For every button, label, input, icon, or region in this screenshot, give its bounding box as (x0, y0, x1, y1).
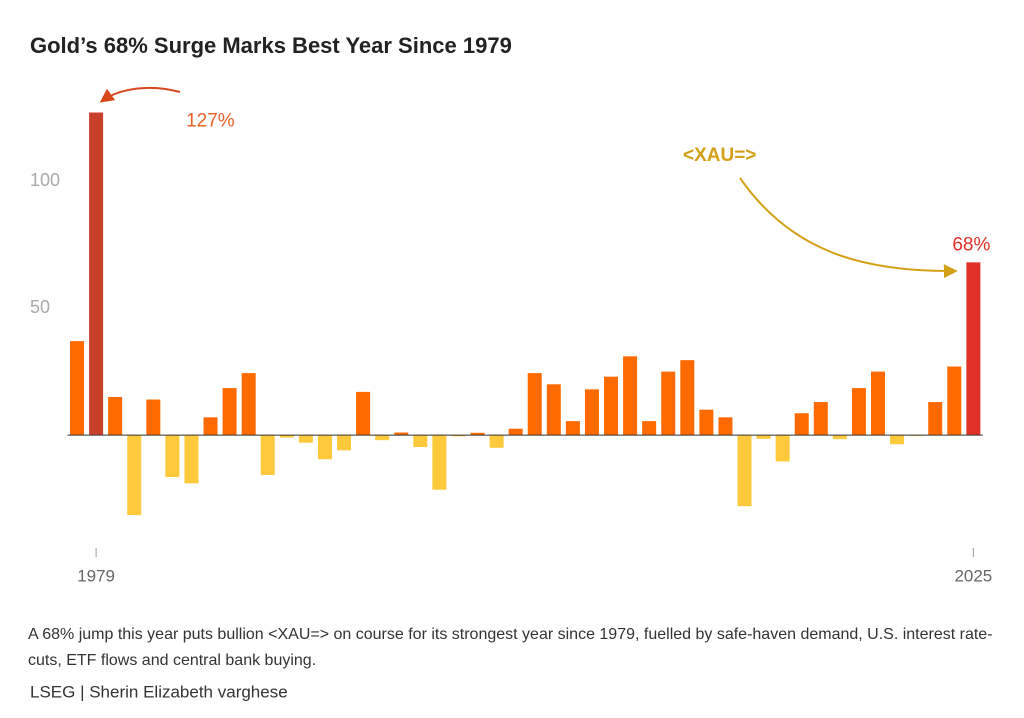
bar (70, 341, 85, 436)
bar (737, 435, 752, 507)
bar (260, 435, 275, 475)
bar (680, 360, 695, 436)
bar (356, 391, 371, 436)
bar (489, 435, 504, 448)
source: LSEG | Sherin Elizabeth varghese (30, 682, 288, 701)
bar (661, 371, 676, 436)
x-tick-label: 2025 (954, 566, 992, 585)
bar (279, 435, 294, 438)
caption: A 68% jump this year puts bullion <XAU=>… (28, 626, 993, 669)
bar (623, 356, 638, 436)
value-label: 127% (186, 111, 235, 132)
bar (165, 435, 180, 477)
y-tick-label: 50 (30, 297, 50, 317)
bar (127, 435, 142, 516)
caption-box: A 68% jump this year puts bullion <XAU=>… (28, 626, 993, 669)
bar (298, 435, 313, 443)
bar (565, 421, 580, 436)
bar (317, 435, 332, 460)
bar (718, 417, 733, 436)
bar (966, 262, 981, 436)
bar (851, 388, 866, 436)
bar (203, 417, 218, 436)
bar (146, 399, 161, 436)
bar (794, 413, 809, 436)
bar (184, 435, 199, 484)
bar (222, 388, 237, 436)
bar (546, 384, 561, 436)
bar (89, 112, 104, 436)
bar (775, 435, 790, 462)
chart-title: Gold’s 68% Surge Marks Best Year Since 1… (30, 33, 512, 58)
x-tick-label: 1979 (77, 566, 115, 585)
bar (699, 409, 714, 436)
bar (413, 435, 428, 448)
bar (337, 435, 352, 451)
bar (584, 389, 599, 436)
bar (375, 435, 390, 441)
bar (642, 421, 657, 436)
bar (928, 402, 943, 436)
bar (108, 396, 123, 436)
y-tick-label: 100 (30, 170, 60, 190)
annotation-arrow (739, 177, 958, 279)
annotation-arrow (99, 86, 181, 103)
bar (947, 366, 962, 436)
bar (470, 432, 485, 436)
bar (432, 435, 447, 490)
value-label: 68% (952, 234, 990, 255)
bar (394, 432, 409, 436)
bar (527, 373, 542, 436)
bar (832, 435, 847, 440)
bar (508, 428, 523, 436)
bar (890, 435, 905, 445)
bar (871, 371, 886, 436)
annotation: <XAU=> (683, 145, 756, 166)
bar (756, 435, 771, 439)
bar (451, 435, 466, 437)
bar (241, 373, 256, 436)
bar (813, 402, 828, 436)
bar (604, 376, 619, 436)
